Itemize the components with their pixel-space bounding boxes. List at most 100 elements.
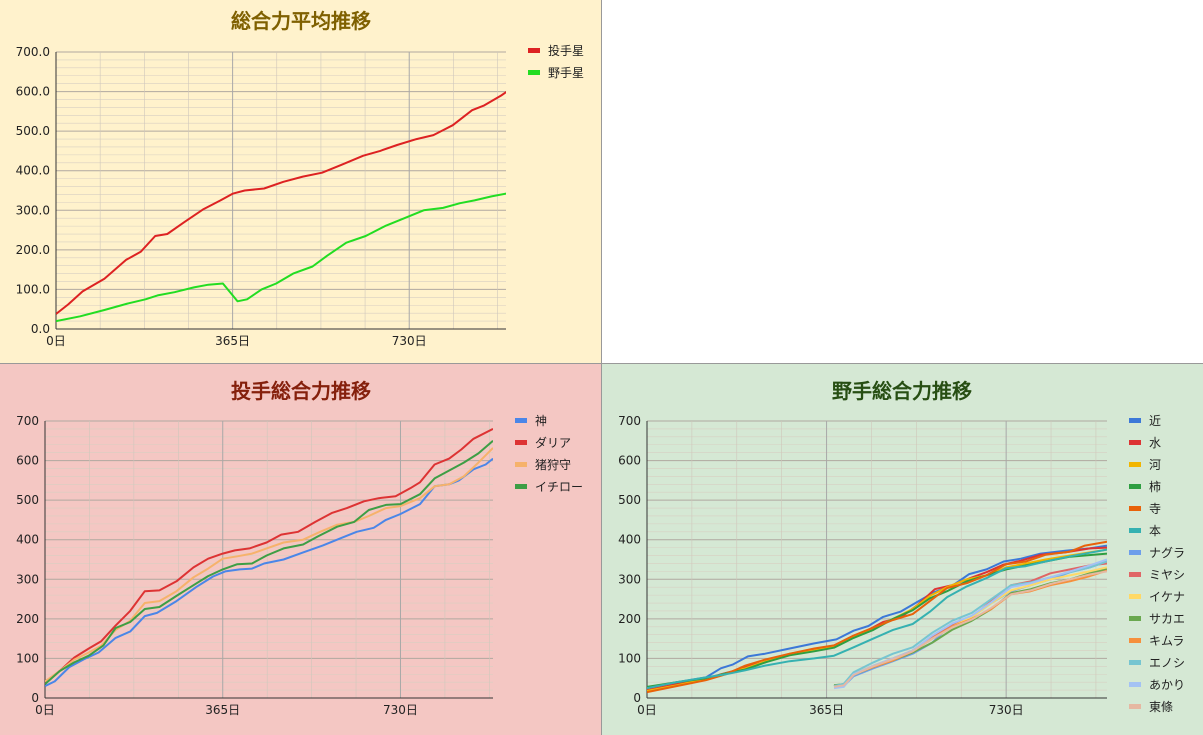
legend-label: 近 [1149,414,1161,428]
legend-label: サカエ [1149,612,1185,626]
legend-label: キムラ [1149,634,1184,648]
series-line-0 [56,91,506,315]
legend-swatch [1129,616,1141,621]
legend-label: 水 [1149,436,1161,450]
legend-label: 寺 [1149,502,1161,516]
avg-chart-panel: 総合力平均推移 0.0 100.0 200.0 300.0 400.0 500.0 600.0… [0,0,602,364]
chart-title: 総合力平均推移 [231,9,371,33]
series-group [45,428,493,687]
fielder-chart-panel: 野手総合力推移 0 100 200 300 400 500 600 700 0日 365日 730日 近… [602,364,1203,735]
x-tick-label: 730日 [989,703,1024,717]
y-tick-label: 300 [16,572,39,586]
legend-swatch [1129,572,1141,577]
legend-swatch [528,70,540,75]
x-tick-label: 0日 [46,334,66,348]
legend-label: 本 [1149,524,1161,538]
y-tick-label: 0 [633,691,641,705]
legend-label: 投手星 [548,43,584,58]
y-tick-label: 700 [16,414,39,428]
legend-swatch [515,418,527,423]
avg-chart: 総合力平均推移 0.0 100.0 200.0 300.0 400.0 500.0 600.0… [16,9,584,348]
series-line-2 [45,447,493,683]
legend-label: イチロー [535,480,583,494]
legend-swatch [528,48,540,53]
series-line-1 [56,192,506,323]
pitcher-chart: 投手総合力推移 0 100 200 300 400 500 600 700 0日 365日 730日 神… [16,379,583,717]
y-tick-label: 400 [16,533,39,547]
x-tick-label: 365日 [809,703,844,717]
y-tick-label: 700 [618,414,641,428]
legend-swatch [1129,506,1141,511]
y-tick-label: 100 [618,651,641,665]
y-tick-label: 600 [618,454,641,468]
blank-area [602,0,1203,364]
legend-swatch [1129,638,1141,643]
grid [646,420,1107,699]
y-tick-label: 100 [16,651,39,665]
y-tick-label: 100.0 [16,282,50,296]
y-tick-label: 300.0 [16,203,50,217]
legend-label: あかり [1149,678,1185,692]
series-group [647,540,1107,694]
legend-swatch [1129,462,1141,467]
series-line-1 [45,428,493,683]
x-tick-label: 0日 [35,703,55,717]
legend-swatch [1129,682,1141,687]
legend-label: イケナ [1149,590,1185,604]
legend-label: ミヤシ [1149,568,1185,582]
y-tick-label: 500.0 [16,124,50,138]
chart-title: 投手総合力推移 [231,379,371,403]
legend-swatch [515,484,527,489]
y-tick-label: 0 [31,691,39,705]
legend-label: ナグラ [1149,546,1185,560]
legend-label: エノシ [1149,656,1185,670]
legend-label: 神 [535,414,547,428]
series-line-3 [45,440,493,685]
y-tick-label: 300 [618,572,641,586]
grid [44,420,493,699]
y-tick-label: 400.0 [16,164,50,178]
y-tick-label: 400 [618,533,641,547]
legend-swatch [1129,440,1141,445]
series-line-13 [833,570,1107,688]
y-tick-label: 200 [16,612,39,626]
y-tick-label: 500 [618,493,641,507]
legend-label: 柿 [1149,479,1161,494]
legend-label: 野手星 [548,66,584,80]
legend-swatch [1129,594,1141,599]
y-tick-label: 200.0 [16,243,50,257]
chart-title: 野手総合力推移 [832,379,972,403]
pitcher-chart-panel: 投手総合力推移 0 100 200 300 400 500 600 700 0日 365日 730日 神… [0,364,602,735]
y-tick-label: 600.0 [16,85,50,99]
series-line-0 [647,544,1107,690]
y-tick-label: 200 [618,612,641,626]
legend-label: 東條 [1149,700,1173,714]
legend-swatch [1129,418,1141,423]
y-tick-label: 600 [16,454,39,468]
legend-swatch [515,440,527,445]
legend-label: 河 [1149,458,1161,472]
legend-swatch [1129,704,1141,709]
legend-label: 猪狩守 [535,457,571,472]
legend-swatch [1129,528,1141,533]
x-tick-label: 730日 [383,703,418,717]
x-tick-label: 365日 [215,334,250,348]
legend-swatch [1129,660,1141,665]
y-tick-label: 500 [16,493,39,507]
x-tick-label: 730日 [392,334,427,348]
y-tick-label: 700.0 [16,45,50,59]
grid [55,51,506,330]
fielder-chart: 野手総合力推移 0 100 200 300 400 500 600 700 0日 365日 730日 近… [618,379,1185,717]
x-tick-label: 0日 [637,703,657,717]
legend-swatch [1129,550,1141,555]
x-tick-label: 365日 [205,703,240,717]
legend-swatch [515,462,527,467]
legend-swatch [1129,484,1141,489]
y-tick-label: 0.0 [31,322,50,336]
series-line-5 [647,548,1107,690]
legend-label: ダリア [535,435,571,450]
series-group [56,91,506,323]
